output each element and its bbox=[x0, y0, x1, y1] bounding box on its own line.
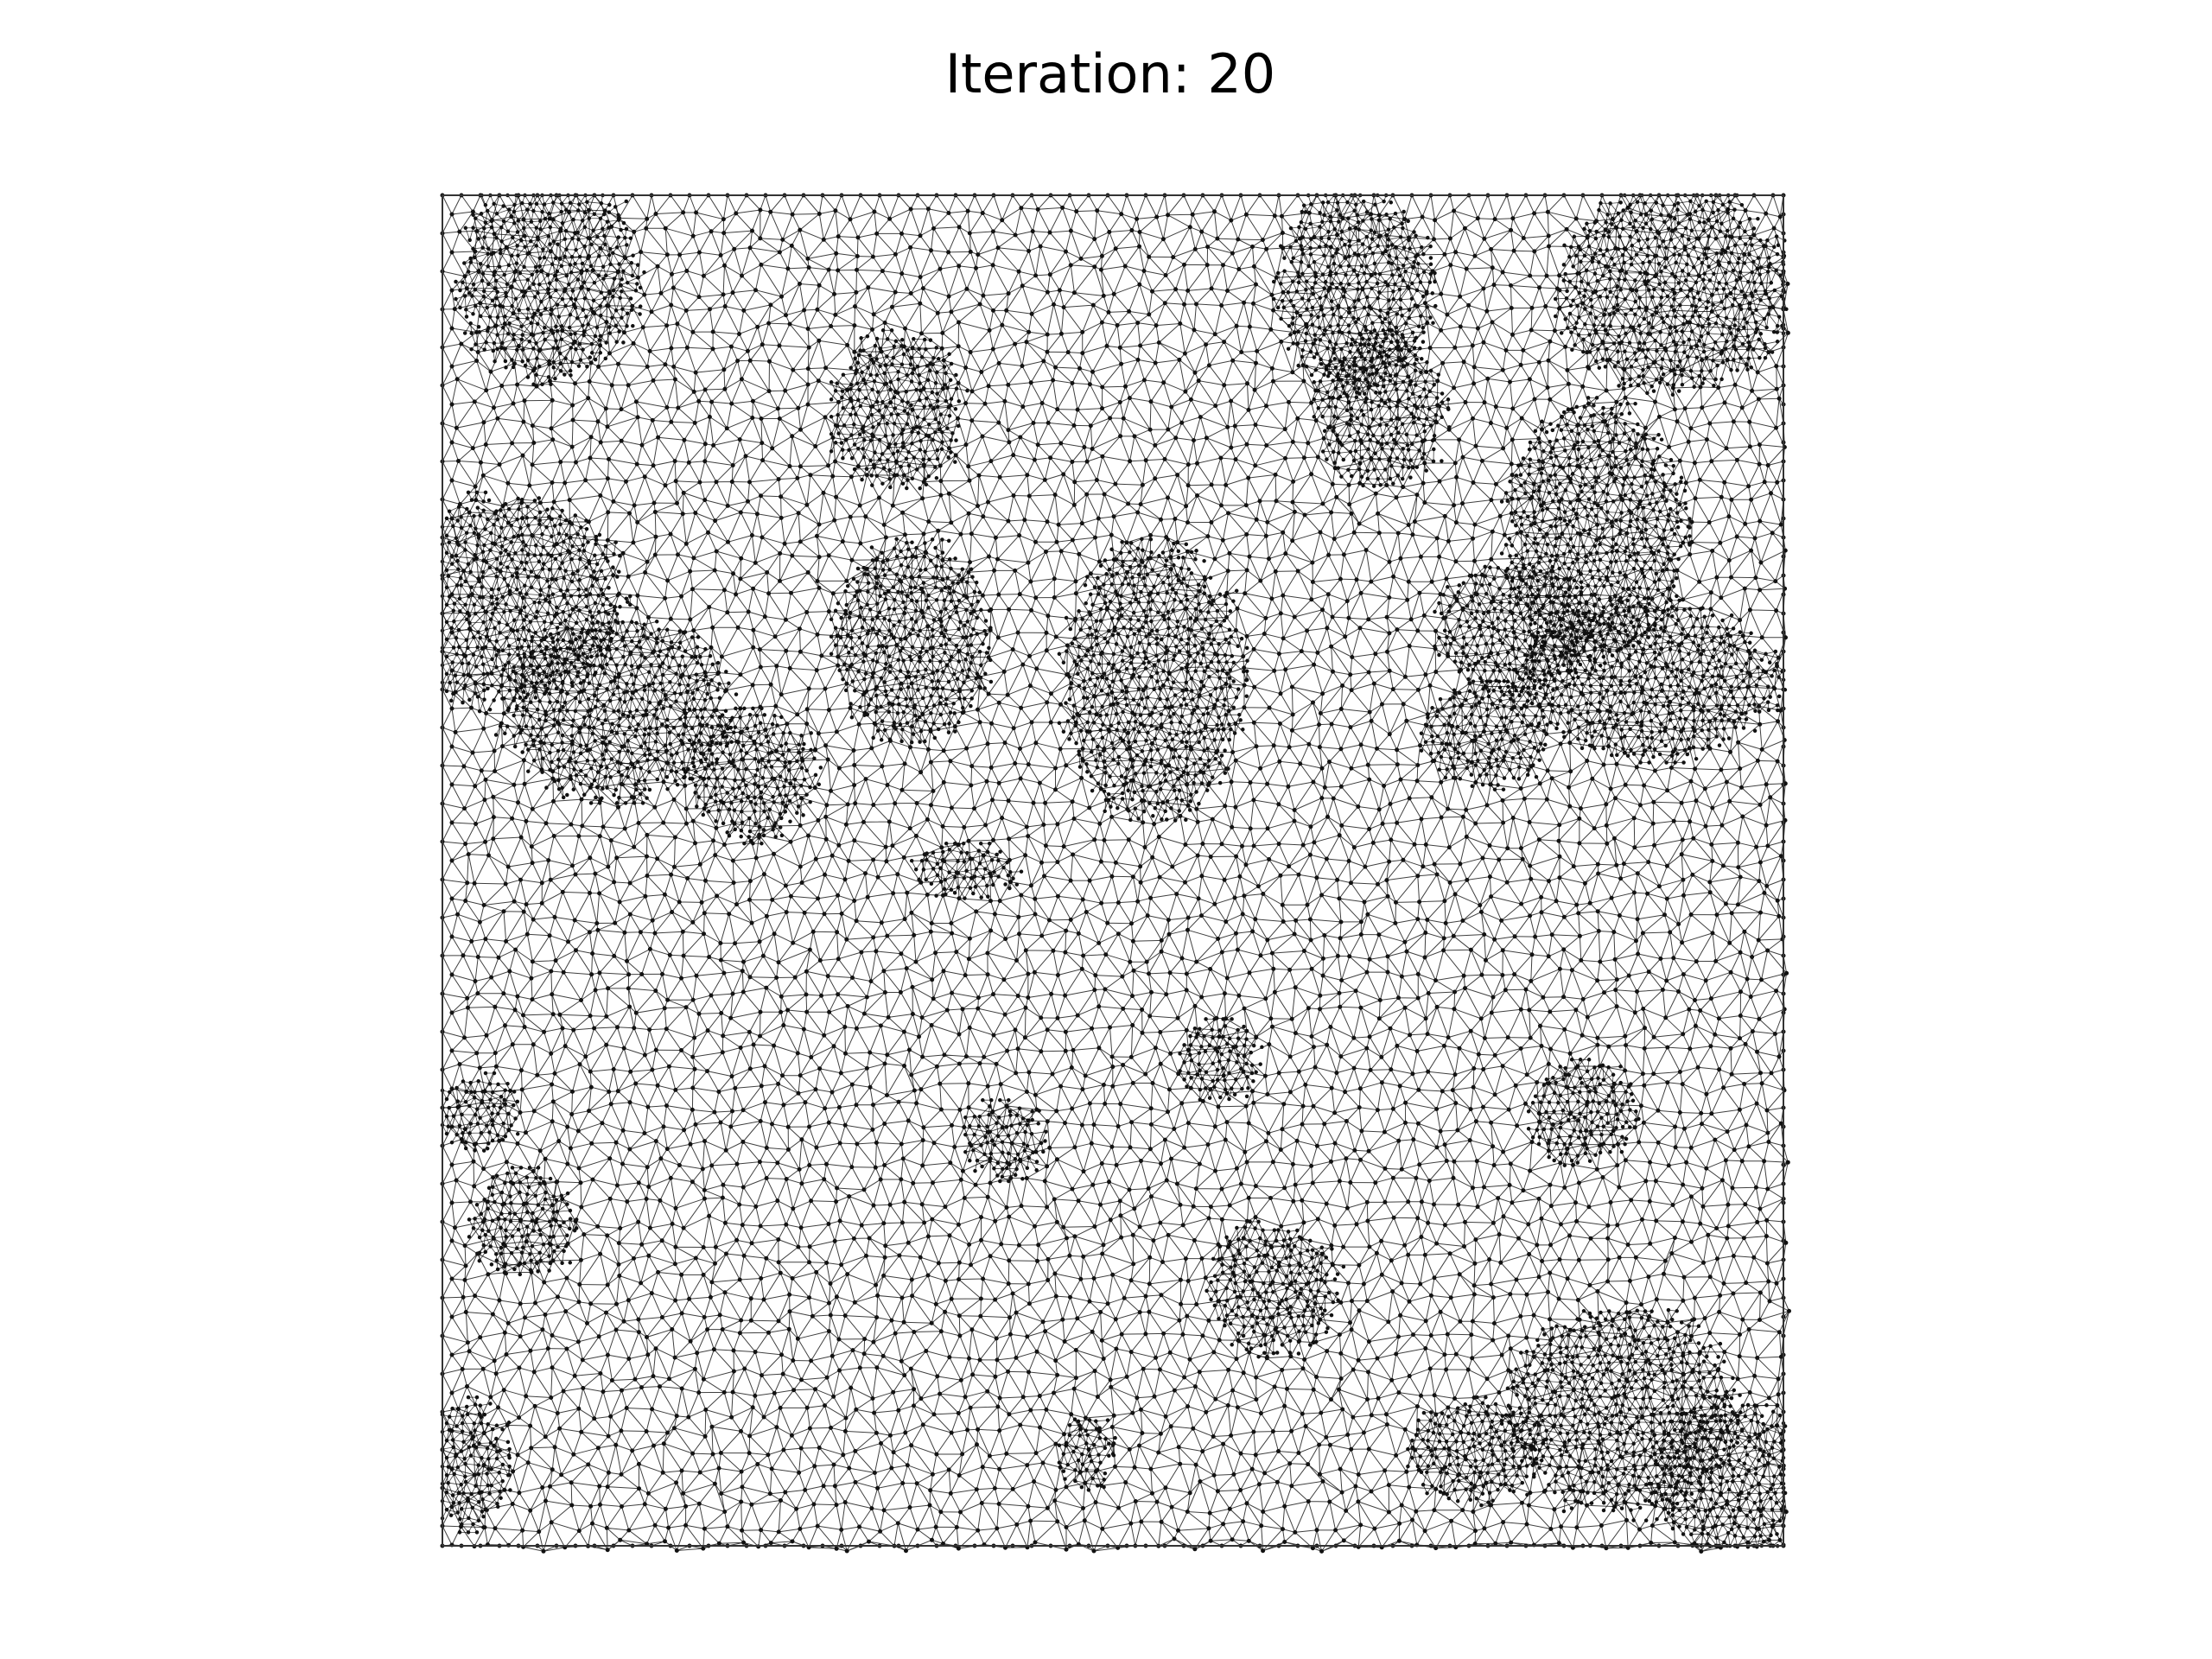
mesh-nodes bbox=[909, 841, 1024, 900]
mesh-edges bbox=[1058, 1419, 1116, 1491]
mesh-edges bbox=[1179, 1019, 1261, 1100]
mesh-nodes bbox=[1178, 1017, 1264, 1102]
title: Iteration: 20 bbox=[945, 42, 1275, 105]
mesh-nodes bbox=[963, 1097, 1048, 1184]
mesh-nodes bbox=[1406, 1395, 1547, 1508]
mesh-nodes bbox=[1419, 679, 1549, 791]
mesh-nodes bbox=[1433, 564, 1598, 697]
mesh-edges bbox=[683, 708, 817, 844]
mesh-edges bbox=[830, 538, 992, 743]
mesh-edges bbox=[1206, 1221, 1344, 1357]
mesh-nodes bbox=[493, 612, 739, 805]
mesh-edges bbox=[1408, 1396, 1544, 1506]
mesh-nodes bbox=[682, 706, 823, 846]
mesh-border bbox=[442, 194, 1784, 1547]
mesh-nodes bbox=[1057, 1417, 1117, 1492]
mesh bbox=[440, 193, 1791, 1554]
mesh-edges bbox=[1313, 329, 1449, 487]
mesh-edges bbox=[911, 842, 1022, 899]
mesh-edges bbox=[1434, 566, 1596, 696]
mesh-nodes bbox=[1526, 1058, 1641, 1167]
mesh-nodes bbox=[1312, 328, 1452, 489]
mesh-edges bbox=[442, 1072, 518, 1151]
mesh-nodes bbox=[467, 1166, 579, 1277]
mesh-edges bbox=[1421, 681, 1548, 791]
mesh-nodes bbox=[1057, 537, 1249, 823]
mesh-edges bbox=[442, 1396, 511, 1533]
mesh-nodes bbox=[1513, 598, 1788, 765]
mesh-edges bbox=[1501, 397, 1690, 669]
mesh-edges bbox=[495, 613, 731, 804]
mesh-nodes bbox=[1205, 1219, 1346, 1359]
mesh-nodes bbox=[1499, 1307, 1745, 1522]
mesh-nodes bbox=[1647, 1395, 1788, 1549]
mesh-edges bbox=[468, 1167, 577, 1275]
mesh-nodes bbox=[1499, 396, 1692, 671]
mesh-nodes bbox=[829, 537, 994, 745]
mesh-nodes bbox=[440, 1071, 520, 1153]
mesh-edges bbox=[1515, 600, 1786, 763]
mesh-nodes bbox=[829, 328, 969, 491]
mesh-edges bbox=[964, 1099, 1046, 1182]
mesh-edges bbox=[1058, 538, 1248, 821]
mesh-edges bbox=[1528, 1058, 1639, 1166]
